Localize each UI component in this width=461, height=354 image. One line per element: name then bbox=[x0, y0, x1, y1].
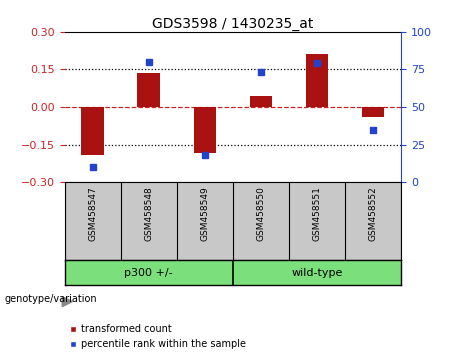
Text: GSM458550: GSM458550 bbox=[256, 186, 266, 241]
Text: genotype/variation: genotype/variation bbox=[5, 294, 97, 304]
Bar bbox=[194, 107, 216, 154]
Legend: transformed count, percentile rank within the sample: transformed count, percentile rank withi… bbox=[70, 324, 246, 349]
Text: GSM458547: GSM458547 bbox=[88, 186, 97, 241]
Text: GSM458548: GSM458548 bbox=[144, 186, 153, 241]
Bar bbox=[306, 55, 328, 107]
Text: GSM458552: GSM458552 bbox=[368, 186, 378, 241]
Bar bbox=[82, 107, 104, 155]
Text: GSM458549: GSM458549 bbox=[200, 186, 209, 241]
Title: GDS3598 / 1430235_at: GDS3598 / 1430235_at bbox=[152, 17, 313, 31]
Text: wild-type: wild-type bbox=[291, 268, 343, 278]
Text: GSM458551: GSM458551 bbox=[313, 186, 321, 241]
Bar bbox=[250, 96, 272, 107]
Polygon shape bbox=[62, 297, 72, 307]
Bar bbox=[362, 107, 384, 117]
Text: p300 +/-: p300 +/- bbox=[124, 268, 173, 278]
Bar bbox=[137, 73, 160, 107]
